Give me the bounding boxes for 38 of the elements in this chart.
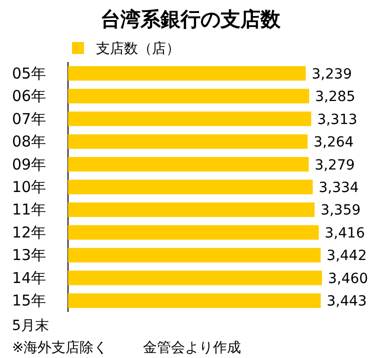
data-label: 3,313 [317,112,358,128]
y-tick-label: 09年 [12,155,46,174]
y-tick-label: 13年 [12,246,46,264]
data-label: 3,279 [314,157,355,174]
data-label: 3,460 [328,270,368,287]
data-label: 3,334 [318,180,359,196]
text: 5月末 [12,318,49,334]
y-tick-label: 12年 [12,223,46,242]
data-label: 3,285 [315,89,356,106]
bar [68,66,306,81]
bar [68,248,321,262]
y-tick-label: 07年 [12,110,46,128]
bar [68,134,308,149]
y-tick-label: 08年 [12,132,46,151]
data-label: 3,359 [320,202,361,219]
bar [68,112,312,126]
data-label: 3,416 [324,225,365,242]
bar [68,225,319,240]
bar [68,270,322,286]
bar [68,202,315,217]
data-label: 3,264 [314,134,354,151]
text: 金管会より作成 [143,340,241,356]
legend-label: 支店数（店） [96,41,180,57]
data-label: 3,443 [326,294,367,310]
text: ※海外支店除く [12,340,108,356]
bar [68,157,309,172]
bar [68,88,310,104]
chart-title: 台湾系銀行の支店数 [100,7,282,31]
data-label: 3,442 [326,248,367,264]
y-tick-label: 06年 [12,87,46,106]
bar [68,180,313,194]
bar [68,293,321,308]
y-tick-label: 15年 [12,292,46,310]
y-tick-label: 14年 [12,268,46,287]
y-tick-label: 10年 [12,178,46,196]
y-tick-label: 11年 [12,200,46,219]
y-tick-label: 05年 [12,64,46,82]
data-label: 3,239 [312,66,352,82]
